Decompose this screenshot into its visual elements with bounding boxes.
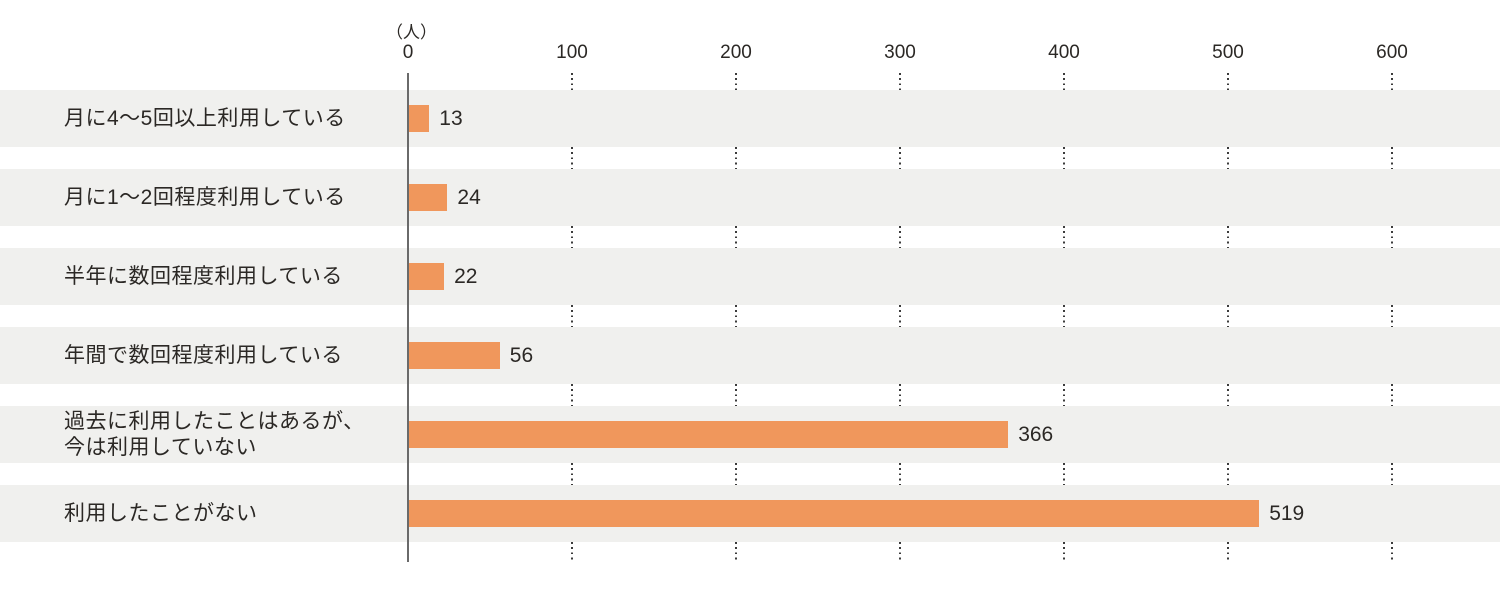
bar-value-label: 519 (1269, 501, 1305, 525)
category-label: 半年に数回程度利用している (64, 248, 394, 305)
bar (408, 105, 430, 132)
gridline-segment (1391, 73, 1393, 90)
gridline-segment (571, 463, 573, 485)
category-label: 月に4〜5回以上利用している (64, 90, 394, 147)
gridline-segment (899, 73, 901, 90)
gridline-segment (899, 147, 901, 169)
bar-value-label: 13 (439, 106, 463, 130)
row-stripe (0, 248, 1500, 305)
category-label-line: 月に4〜5回以上利用している (64, 106, 346, 130)
category-label: 年間で数回程度利用している (64, 327, 394, 384)
gridline-segment (1227, 147, 1229, 169)
gridline-segment (735, 384, 737, 406)
bar (408, 342, 500, 369)
gridline-segment (571, 73, 573, 90)
category-label-line: 半年に数回程度利用している (64, 264, 343, 288)
gridline-segment (1063, 73, 1065, 90)
category-label-line: 今は利用していない (64, 435, 257, 459)
category-label-line: 年間で数回程度利用している (64, 343, 343, 367)
gridline-segment (735, 73, 737, 90)
row-stripe (0, 90, 1500, 147)
gridline-segment (1063, 147, 1065, 169)
gridline-segment (1391, 384, 1393, 406)
gridline-segment (899, 226, 901, 248)
gridline-segment (571, 542, 573, 562)
gridline-segment (1063, 542, 1065, 562)
gridline-segment (1391, 463, 1393, 485)
y-axis-line (407, 73, 409, 562)
gridline-segment (1227, 463, 1229, 485)
gridline-segment (735, 226, 737, 248)
x-axis-tick-label: 200 (720, 42, 752, 63)
gridline-segment (735, 542, 737, 562)
category-label-line: 利用したことがない (64, 501, 258, 525)
category-label-line: 過去に利用したことはあるが、 (64, 409, 365, 433)
bar-value-label: 22 (454, 264, 478, 288)
bar-value-label: 24 (457, 185, 481, 209)
row-stripe (0, 327, 1500, 384)
gridline-segment (1391, 226, 1393, 248)
gridline-segment (735, 147, 737, 169)
gridline-segment (1227, 73, 1229, 90)
gridline-segment (1227, 384, 1229, 406)
bar (408, 184, 448, 211)
gridline-segment (1391, 542, 1393, 562)
gridline-segment (1063, 226, 1065, 248)
bar (408, 263, 445, 290)
x-axis-tick-label: 400 (1048, 42, 1080, 63)
gridline-segment (1227, 226, 1229, 248)
category-label-line: 月に1〜2回程度利用している (64, 185, 346, 209)
gridline-segment (571, 147, 573, 169)
gridline-segment (899, 305, 901, 327)
gridline-segment (899, 384, 901, 406)
gridline-segment (735, 305, 737, 327)
category-label: 月に1〜2回程度利用している (64, 169, 394, 226)
gridline-segment (571, 384, 573, 406)
gridline-segment (1227, 542, 1229, 562)
x-axis-tick-label: 100 (556, 42, 588, 63)
gridline-segment (735, 463, 737, 485)
gridline-segment (1063, 305, 1065, 327)
gridline-segment (1227, 305, 1229, 327)
gridline-segment (899, 463, 901, 485)
x-axis-tick-label: 0 (402, 42, 414, 63)
gridline-segment (1391, 305, 1393, 327)
x-axis-tick-label: 500 (1212, 42, 1244, 63)
category-label: 利用したことがない (64, 485, 394, 542)
gridline-segment (571, 226, 573, 248)
gridline-segment (899, 542, 901, 562)
axis-unit-label: （人） (386, 23, 437, 42)
category-label: 過去に利用したことはあるが、 今は利用していない (64, 406, 394, 463)
bar (408, 421, 1009, 448)
gridline-segment (571, 305, 573, 327)
bar-value-label: 56 (509, 343, 534, 367)
gridline-segment (1391, 147, 1393, 169)
gridline-segment (1063, 463, 1065, 485)
bar (408, 500, 1260, 527)
gridline-segment (1063, 384, 1065, 406)
x-axis-tick-label: 300 (884, 42, 916, 63)
x-axis-tick-label: 600 (1376, 42, 1408, 63)
row-stripe (0, 169, 1500, 226)
bar-value-label: 366 (1018, 422, 1054, 446)
